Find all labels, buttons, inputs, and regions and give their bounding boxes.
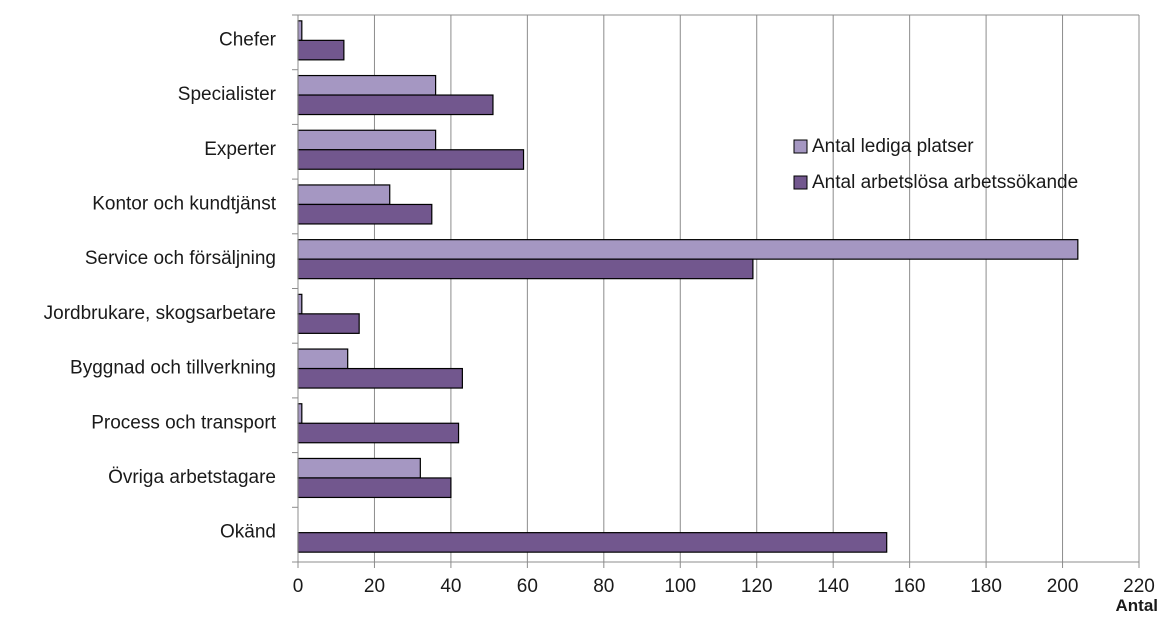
bar-arbetslosa (297, 367, 463, 389)
legend-swatch (793, 139, 808, 154)
category-label: Okänd (220, 522, 276, 543)
legend-label: Antal arbetslösa arbetssökande (812, 172, 1078, 193)
category-label: Specialister (178, 84, 277, 105)
category-labels: Chefer Specialister Experter Kontor och kun… (44, 29, 277, 542)
category-label: Process och transport (91, 412, 277, 433)
bar-arbetslosa (297, 203, 433, 225)
bar-arbetslosa (297, 149, 525, 170)
legend-label: Antal lediga platser (812, 136, 974, 157)
category-label: Kontor och kundtjänst (92, 193, 277, 214)
x-tick-label: 80 (593, 576, 614, 597)
bars (297, 20, 1079, 553)
x-tick-label: 160 (894, 576, 926, 597)
legend: Antal lediga platser Antal arbetslösa arb… (793, 136, 1078, 193)
bar-arbetslosa (297, 313, 360, 334)
category-label: Service och försäljning (85, 248, 276, 269)
x-tick-label: 220 (1123, 576, 1155, 597)
x-tick-label: 120 (741, 576, 773, 597)
x-tick-label: 140 (817, 576, 849, 597)
bar-lediga-platser (297, 293, 303, 315)
x-tick-label: 180 (970, 576, 1002, 597)
x-axis-label: Antal (1116, 596, 1159, 615)
bar-arbetslosa (297, 94, 494, 116)
x-tick-label: 20 (364, 576, 385, 597)
bar-arbetslosa (297, 477, 452, 499)
x-tick-label: 100 (664, 576, 696, 597)
bar-lediga-platser (297, 129, 437, 151)
bar-lediga-platser (297, 403, 303, 424)
bar-lediga-platser (297, 20, 303, 41)
x-tick-labels: 0 20 40 60 80 100 120 140 160 180 200 220 (293, 576, 1155, 597)
bar-lediga-platser (297, 239, 1079, 260)
category-label: Experter (204, 139, 276, 160)
axes (292, 14, 1140, 568)
bar-arbetslosa (297, 39, 345, 61)
bar-arbetslosa (297, 532, 888, 553)
x-tick-label: 40 (440, 576, 461, 597)
bar-lediga-platser (297, 457, 421, 479)
category-label: Jordbrukare, skogsarbetare (44, 303, 276, 324)
category-label: Övriga arbetstagare (108, 467, 276, 488)
bar-lediga-platser (297, 74, 437, 96)
bar-lediga-platser (297, 184, 391, 206)
bar-lediga-platser (297, 348, 349, 370)
category-label: Chefer (219, 29, 277, 50)
category-label: Byggnad och tillverkning (70, 358, 276, 379)
legend-swatch (793, 175, 808, 190)
x-tick-label: 0 (293, 576, 304, 597)
x-tick-label: 200 (1047, 576, 1079, 597)
x-tick-label: 60 (517, 576, 538, 597)
bar-arbetslosa (297, 258, 754, 280)
bar-arbetslosa (297, 422, 460, 444)
